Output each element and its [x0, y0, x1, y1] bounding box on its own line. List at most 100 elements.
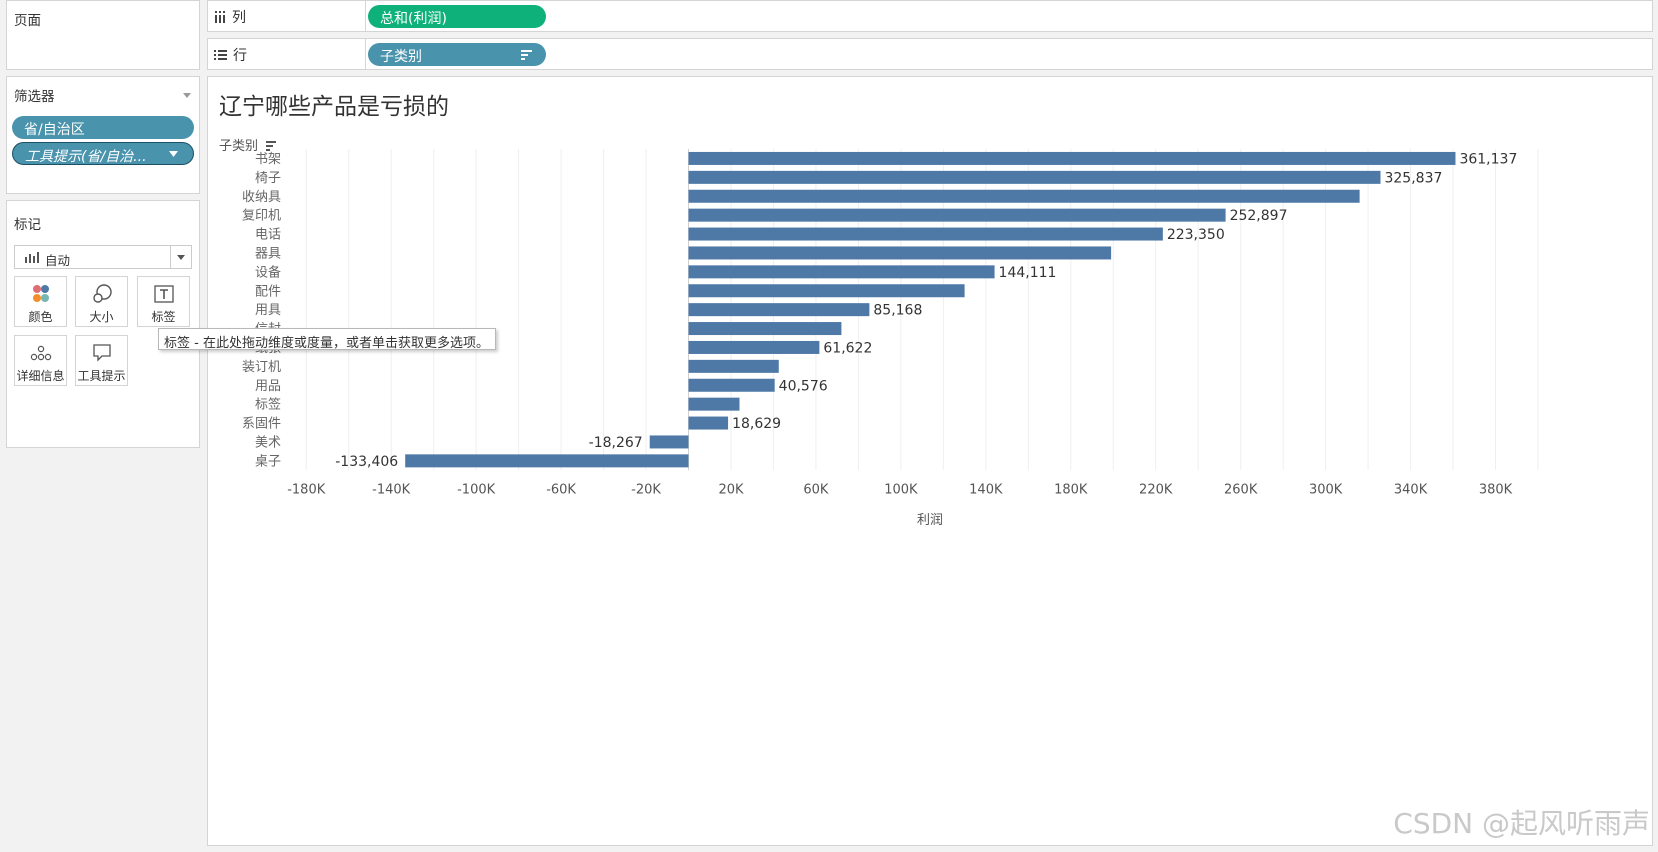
color-card-label: 颜色 [28, 310, 53, 324]
x-tick-label: -100K [457, 482, 496, 497]
x-axis-ticks: -180K -140K -100K -60K -20K 20K 60K 100K 140K 180… [287, 482, 1512, 497]
filters-panel[interactable]: 筛选器 省/自治区 工具提示(省/自治... [6, 76, 200, 194]
tooltip-icon [92, 344, 111, 362]
worksheet-view[interactable]: 辽宁哪些产品是亏损的 子类别 书架椅子收纳具复印机电话器具设备配件用具信封纸张装… [207, 76, 1653, 846]
pages-title: 页面 [14, 13, 41, 29]
bar-data-label: -18,267 [589, 435, 643, 451]
row-header-label[interactable]: 子类别 [219, 139, 258, 154]
bar-data-label: 223,350 [1167, 227, 1225, 243]
dropdown-divider [170, 246, 171, 268]
size-card-label: 大小 [89, 310, 114, 324]
category-label: 器具 [255, 246, 281, 261]
marks-card-tooltip[interactable]: 工具提示 [75, 335, 128, 386]
marks-card-color[interactable]: 颜色 [14, 276, 67, 327]
x-tick-label: 340K [1394, 482, 1428, 497]
label-card-label: 标签 [151, 310, 176, 324]
x-tick-label: 60K [803, 482, 829, 497]
x-axis-title: 利润 [917, 513, 943, 528]
bar-data-label: 40,576 [779, 378, 828, 394]
category-label: 电话 [255, 228, 281, 243]
filter-pill-tooltip-text: 工具提示(省/自治... [25, 149, 147, 165]
columns-shelf-label: 列 [208, 1, 366, 31]
x-tick-label: 380K [1479, 482, 1513, 497]
bar-data-label: 144,111 [999, 265, 1057, 281]
bar[interactable] [688, 322, 842, 336]
x-tick-label: 140K [969, 482, 1003, 497]
bars[interactable] [405, 151, 1456, 468]
pages-panel[interactable]: 页面 [6, 0, 200, 70]
size-icon [92, 284, 112, 303]
marks-card-label[interactable]: 标签 [137, 276, 190, 327]
bar[interactable] [688, 340, 820, 354]
marks-card-detail[interactable]: 详细信息 [14, 335, 67, 386]
tooltip-card-label: 工具提示 [77, 369, 126, 383]
columns-icon [215, 11, 225, 23]
category-label: 设备 [255, 264, 281, 280]
columns-label-text: 列 [232, 10, 246, 26]
category-label: 美术 [255, 435, 281, 450]
chart-title: 辽宁哪些产品是亏损的 [219, 94, 449, 120]
x-tick-label: 260K [1224, 482, 1258, 497]
bar[interactable] [688, 303, 870, 317]
bar[interactable] [688, 151, 1456, 165]
detail-card-label: 详细信息 [16, 369, 65, 383]
bar[interactable] [688, 170, 1381, 184]
bar[interactable] [688, 359, 779, 373]
rows-pill-subcategory[interactable]: 子类别 [368, 43, 546, 66]
bar-data-label: 361,137 [1459, 151, 1517, 167]
bar[interactable] [688, 284, 965, 298]
rows-label-text: 行 [233, 48, 247, 64]
columns-pill-profit-sum[interactable]: 总和(利润) [368, 5, 546, 28]
category-label: 装订机 [242, 360, 281, 375]
filter-pill-tooltip-province[interactable]: 工具提示(省/自治... [12, 142, 194, 165]
marks-card-size[interactable]: 大小 [75, 276, 128, 327]
mark-type-dropdown[interactable]: 自动 [14, 245, 192, 269]
bar[interactable] [688, 378, 775, 392]
bar[interactable] [688, 416, 729, 430]
x-tick-label: 100K [884, 482, 918, 497]
bar-data-labels: 361,137 325,837 252,897 223,350 144,111 85,16… [335, 151, 1517, 469]
bar-data-label: 252,897 [1230, 208, 1288, 224]
bar[interactable] [688, 397, 740, 411]
x-tick-label: -20K [631, 482, 661, 497]
chevron-down-icon[interactable] [177, 255, 185, 260]
mark-type-value: 自动 [45, 253, 71, 268]
bar[interactable] [688, 227, 1163, 241]
x-tick-label: -180K [287, 482, 326, 497]
detail-icon [30, 345, 51, 361]
category-label: 配件 [255, 284, 281, 299]
bar-data-label: 325,837 [1384, 170, 1442, 186]
x-tick-label: -60K [546, 482, 576, 497]
bar[interactable] [688, 246, 1112, 260]
chevron-down-icon[interactable] [169, 151, 178, 157]
columns-shelf[interactable]: 列 总和(利润) [207, 0, 1653, 32]
x-tick-label: 180K [1054, 482, 1088, 497]
label-icon [153, 285, 174, 303]
rows-pill-text: 子类别 [380, 49, 422, 65]
sort-icon[interactable] [521, 50, 532, 60]
filters-menu-icon[interactable] [183, 93, 191, 98]
category-label: 用品 [255, 379, 281, 394]
rows-shelf[interactable]: 行 子类别 [207, 38, 1653, 70]
x-tick-label: 20K [718, 482, 744, 497]
watermark: CSDN @起风听雨声 [1393, 807, 1650, 840]
bar[interactable] [405, 454, 689, 468]
rows-shelf-label: 行 [208, 39, 366, 69]
marks-title: 标记 [14, 217, 41, 233]
category-label: 桌子 [255, 454, 281, 469]
color-icon [32, 285, 49, 302]
row-header-sort-icon[interactable] [266, 141, 276, 151]
rows-icon [214, 50, 227, 60]
bar-data-label: 61,622 [823, 340, 872, 356]
bar[interactable] [688, 265, 995, 279]
bar[interactable] [688, 208, 1226, 222]
bar-data-label: 85,168 [873, 303, 922, 319]
filter-pill-province[interactable]: 省/自治区 [12, 116, 194, 139]
bar-chart[interactable]: 辽宁哪些产品是亏损的 子类别 书架椅子收纳具复印机电话器具设备配件用具信封纸张装… [208, 77, 1652, 845]
category-label: 椅子 [255, 171, 281, 186]
category-label: 标签 [255, 397, 281, 413]
bar-data-label: 18,629 [732, 416, 781, 432]
category-label: 复印机 [242, 209, 281, 224]
bar[interactable] [649, 435, 689, 449]
bar[interactable] [688, 189, 1360, 203]
